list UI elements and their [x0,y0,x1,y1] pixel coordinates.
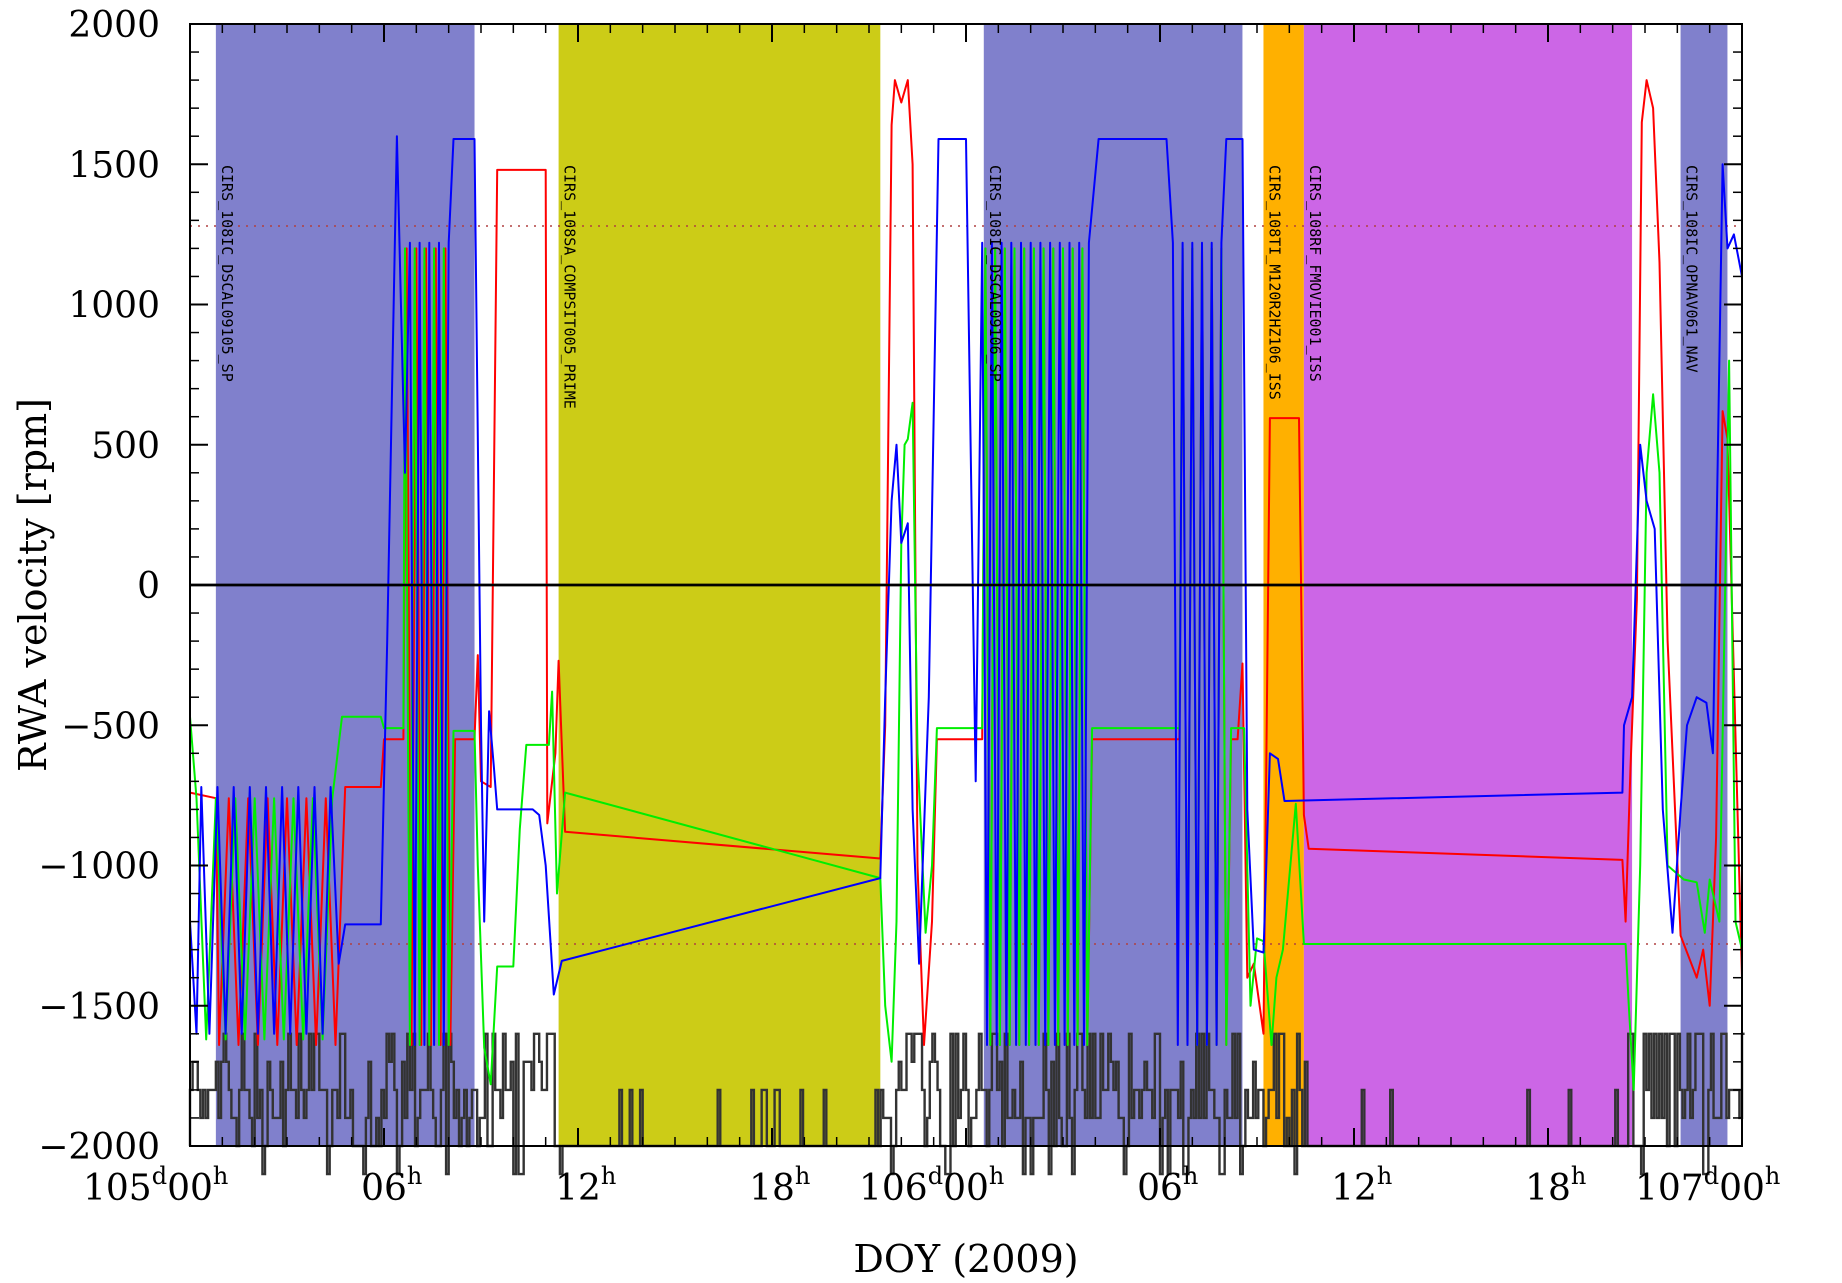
y-tick-label: 0 [137,566,160,607]
x-tick-label: 12h [1331,1162,1392,1209]
series-lines [189,79,1743,1091]
interval-label-0: CIRS_108IC_DSCAL09105_SP [218,165,236,382]
series-line-1 [189,247,1743,1091]
x-tick-label: 106d00h [859,1162,1004,1209]
y-tick-label: 1500 [68,145,160,186]
y-tick-label: −500 [61,706,160,747]
x-tick-label: 105d00h [83,1162,228,1209]
interval-label-4: CIRS_108RF_FMOVIE001_ISS [1306,165,1324,382]
x-tick-label: 06h [1137,1162,1198,1209]
y-tick-label: 2000 [68,5,160,46]
x-axis-title: DOY (2009) [853,1237,1078,1281]
x-tick-label: 18h [749,1162,810,1209]
y-tick-label: −1500 [38,987,160,1028]
x-tick-label: 107d00h [1635,1162,1780,1209]
interval-label-3: CIRS_108TI_M120R2HZ106_ISS [1265,165,1283,400]
y-tick-label: 1000 [68,286,160,327]
x-tick-label: 12h [555,1162,616,1209]
interval-annotations: CIRS_108IC_DSCAL09105_SP CIRS_108SA_COMPS… [218,165,1701,409]
interval-label-5: CIRS_108IC_OPNAV061_NAV [1683,165,1701,373]
y-tick-label: −2000 [38,1127,160,1168]
y-tick-label: −1000 [38,847,160,888]
x-tick-label: 18h [1525,1162,1586,1209]
interval-label-2: CIRS_108IC_DSCAL09106_SP [986,165,1004,382]
y-tick-label: 500 [91,426,160,467]
interval-label-1: CIRS_108SA_COMPSIT005_PRIME [561,165,579,409]
x-tick-label: 06h [361,1162,422,1209]
y-axis: −2000 −1500 −1000 −500 0 500 1000 1500 2000 [38,5,1742,1168]
x-axis: 105d00h 06h 12h 18h 106d00h 06h 12h 18h 107d00h [83,24,1780,1209]
series-line-2 [189,135,1743,1046]
y-axis-title: RWA velocity [rpm] [11,398,55,772]
